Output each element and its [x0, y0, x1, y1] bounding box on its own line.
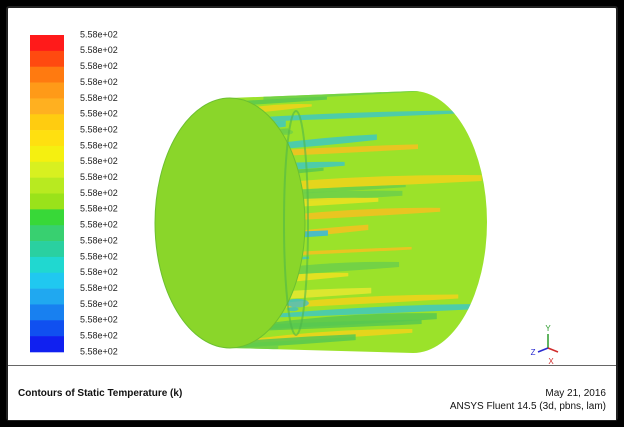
legend-swatch [30, 273, 64, 289]
legend-label: 5.58e+02 [80, 93, 118, 103]
legend-label: 5.58e+02 [80, 188, 118, 198]
legend-label: 5.58e+02 [80, 251, 118, 261]
legend-swatch [30, 209, 64, 225]
legend-label: 5.58e+02 [80, 77, 118, 87]
legend-swatch [30, 98, 64, 114]
screen: {"legend": {"labels": ["5.58e+02","5.58e… [0, 0, 624, 427]
cylinder [155, 80, 511, 359]
legend-label: 5.58e+02 [80, 45, 118, 55]
legend-label: 5.58e+02 [80, 140, 118, 150]
legend-label: 5.58e+02 [80, 220, 118, 230]
legend-swatch [30, 35, 64, 51]
legend-swatch [30, 178, 64, 194]
x-axis [548, 348, 558, 352]
legend-swatch [30, 194, 64, 210]
legend-label: 5.58e+02 [80, 283, 118, 293]
cylinder-end-face [155, 98, 305, 348]
legend-swatch [30, 146, 64, 162]
legend-label: 5.58e+02 [80, 172, 118, 182]
color-legend: 5.58e+02 5.58e+02 5.58e+02 5.58e+02 5.58e+02… [30, 29, 118, 356]
legend-swatch [30, 257, 64, 273]
legend-label: 5.58e+02 [80, 204, 118, 214]
legend-swatch [30, 289, 64, 305]
legend-swatch [30, 67, 64, 83]
legend-swatch [30, 51, 64, 67]
x-label: X [548, 357, 554, 365]
legend-label: 5.58e+02 [80, 124, 118, 134]
legend-swatch [30, 336, 64, 352]
legend-label: 5.58e+02 [80, 346, 118, 356]
legend-label: 5.58e+02 [80, 29, 118, 39]
z-label: Z [531, 348, 536, 357]
legend-swatch [30, 241, 64, 257]
axes-triad: Y Z X [531, 324, 558, 365]
y-label: Y [545, 324, 551, 333]
footer: Contours of Static Temperature (k) May 2… [8, 365, 616, 420]
contour-band [225, 80, 308, 93]
legend-swatch [30, 83, 64, 99]
graphics-window: 5.58e+02 5.58e+02 5.58e+02 5.58e+02 5.58e+02… [6, 6, 618, 421]
legend-label: 5.58e+02 [80, 267, 118, 277]
legend-label: 5.58e+02 [80, 299, 118, 309]
plot-title: Contours of Static Temperature (k) [18, 388, 182, 399]
date: May 21, 2016 [545, 388, 606, 399]
legend-swatch [30, 162, 64, 178]
legend-label: 5.58e+02 [80, 61, 118, 71]
legend-label: 5.58e+02 [80, 331, 118, 341]
z-axis [538, 348, 548, 352]
legend-label: 5.58e+02 [80, 235, 118, 245]
legend-label: 5.58e+02 [80, 109, 118, 119]
legend-swatch [30, 304, 64, 320]
legend-label: 5.58e+02 [80, 315, 118, 325]
legend-label: 5.58e+02 [80, 156, 118, 166]
legend-swatch [30, 130, 64, 146]
legend-swatch [30, 320, 64, 336]
viewport: 5.58e+02 5.58e+02 5.58e+02 5.58e+02 5.58e+02… [8, 8, 616, 365]
legend-swatch [30, 114, 64, 130]
legend-swatch [30, 225, 64, 241]
software-info: ANSYS Fluent 14.5 (3d, pbns, lam) [450, 401, 606, 412]
contour-blob [160, 118, 183, 126]
